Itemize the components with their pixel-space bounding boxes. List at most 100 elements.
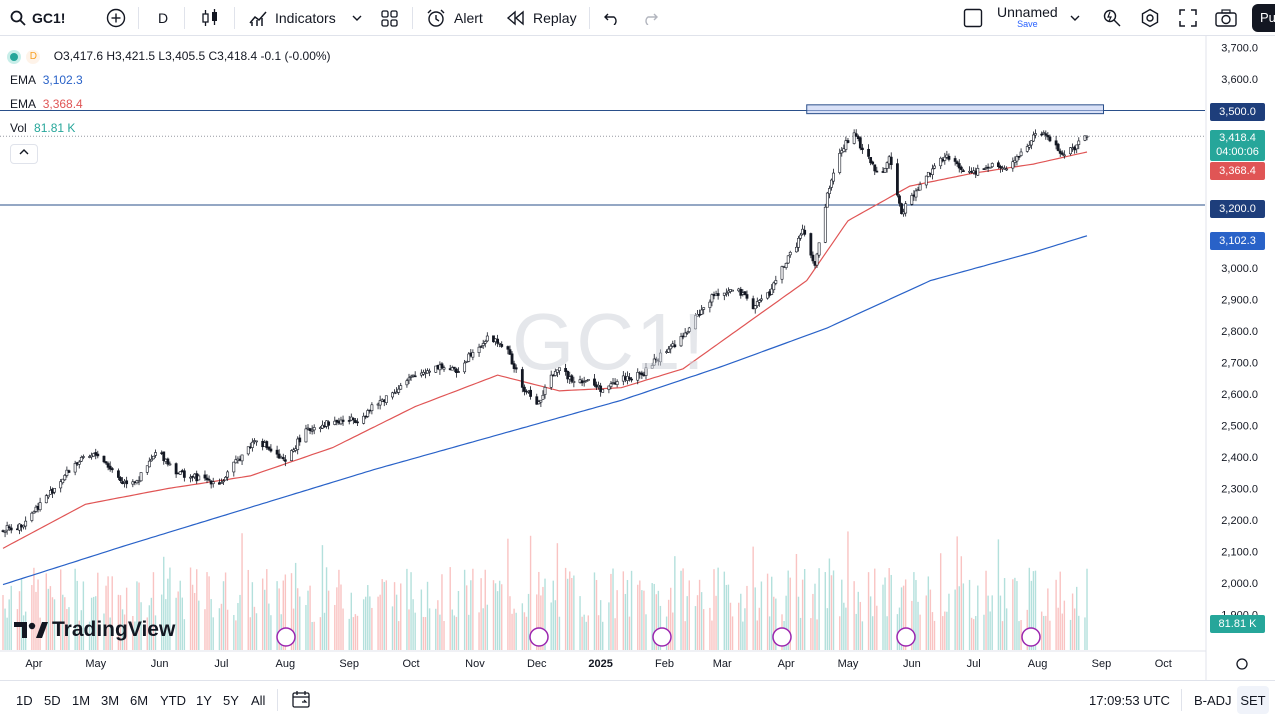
volume-bar — [684, 621, 686, 650]
x-tick-label: May — [838, 658, 859, 670]
candle-body — [267, 446, 271, 450]
volume-bar — [261, 578, 264, 650]
volume-bar — [857, 591, 859, 650]
undo-button[interactable] — [603, 0, 621, 36]
settings-button[interactable] — [1140, 0, 1160, 36]
session-toggle[interactable]: SET — [1237, 686, 1269, 714]
axis-settings-icon[interactable] — [1236, 658, 1248, 670]
volume-bar — [715, 595, 717, 650]
redo-button[interactable] — [641, 0, 659, 36]
adjustment-toggle[interactable]: B-ADJ — [1194, 692, 1232, 708]
volume-bar — [610, 573, 612, 650]
volume-bar — [1049, 620, 1051, 650]
range-1d-button[interactable]: 1D — [16, 692, 33, 708]
volume-bar — [193, 592, 196, 650]
volume-bar — [1069, 619, 1072, 650]
quick-search-button[interactable] — [1102, 0, 1122, 36]
volume-bar — [826, 608, 829, 650]
candle-body — [207, 478, 211, 481]
volume-bar — [991, 595, 993, 650]
candle-body — [947, 155, 951, 160]
volume-bar — [847, 531, 849, 650]
volume-bar — [1003, 578, 1006, 650]
candle-body — [182, 470, 186, 478]
volume-bar — [88, 621, 91, 650]
volume-bar — [241, 533, 243, 650]
candle-body — [867, 148, 870, 157]
candle-body — [844, 140, 848, 150]
ema-legend-2[interactable]: EMA 3,368.4 — [10, 97, 83, 111]
volume-bar — [558, 616, 561, 650]
volume-bar — [457, 590, 460, 650]
collapse-legend-button[interactable] — [10, 144, 38, 164]
interval-button[interactable]: D — [158, 0, 168, 36]
go-to-date-button[interactable] — [292, 681, 312, 719]
volume-bar — [191, 584, 194, 650]
candle-body — [397, 388, 401, 393]
candle-body — [1069, 147, 1072, 155]
volume-bar — [797, 596, 800, 650]
volume-bar — [540, 595, 542, 650]
volume-bar — [1005, 608, 1008, 650]
candle-body — [1017, 156, 1021, 158]
x-tick-label: Jun — [903, 658, 921, 670]
fullscreen-button[interactable] — [1179, 0, 1197, 36]
candle-body — [125, 480, 129, 485]
volume-bar — [898, 607, 901, 650]
ema-slow-price-label: 3,102.3 — [1210, 232, 1265, 250]
volume-bar — [385, 580, 388, 650]
candle-body — [454, 368, 458, 373]
volume-bar — [818, 568, 820, 650]
ema-legend-1[interactable]: EMA 3,102.3 — [10, 73, 83, 87]
price-chart[interactable]: 1,900.02,000.02,100.02,200.02,300.02,400… — [0, 36, 1275, 680]
publish-button[interactable]: Pu — [1252, 4, 1275, 32]
candle-body — [755, 301, 759, 307]
volume-bar — [1012, 579, 1014, 650]
timezone-clock[interactable]: 17:09:53 UTC — [1089, 692, 1170, 708]
replay-button[interactable]: Replay — [506, 0, 577, 36]
range-5y-button[interactable]: 5Y — [223, 692, 239, 708]
volume-bar — [309, 585, 311, 650]
tradingview-logo[interactable]: TradingView — [14, 618, 175, 642]
volume-bar — [20, 579, 23, 650]
range-ytd-button[interactable]: YTD — [160, 692, 186, 708]
compare-button[interactable] — [106, 0, 126, 36]
volume-bar — [564, 567, 567, 650]
volume-bar — [1043, 615, 1045, 650]
volume-legend[interactable]: Vol 81.81 K — [10, 121, 75, 135]
volume-bar — [789, 577, 791, 650]
indicators-button[interactable]: Indicators — [248, 0, 336, 36]
interval-label: D — [158, 10, 169, 26]
range-3m-button[interactable]: 3M — [101, 692, 120, 708]
volume-bar — [1073, 608, 1076, 650]
range-5d-button[interactable]: 5D — [44, 692, 61, 708]
symbol-search[interactable]: GC1! — [10, 0, 65, 36]
candle-body — [683, 332, 687, 338]
range-all-button[interactable]: All — [251, 692, 266, 708]
indicator-templates-dropdown[interactable] — [352, 0, 362, 36]
candle-body — [283, 459, 287, 462]
layouts-button[interactable] — [380, 0, 399, 36]
candle-body — [378, 400, 382, 406]
candle-body — [145, 465, 149, 473]
candle-body — [1062, 154, 1066, 157]
volume-bar — [828, 558, 831, 650]
layout-menu[interactable]: Unnamed Save — [963, 0, 1080, 36]
volume-bar — [323, 612, 326, 650]
volume-bar — [1078, 615, 1080, 650]
volume-bar — [167, 578, 169, 650]
range-6m-button[interactable]: 6M — [130, 692, 149, 708]
candle-body — [351, 417, 355, 421]
volume-bar — [738, 602, 740, 650]
chart-type-button[interactable] — [200, 0, 220, 36]
candle-body — [197, 475, 201, 481]
candle-body — [955, 161, 959, 165]
range-1m-button[interactable]: 1M — [72, 692, 91, 708]
volume-bar — [297, 588, 299, 650]
snapshot-button[interactable] — [1215, 0, 1237, 36]
volume-bar — [1014, 577, 1016, 650]
event-marker-icon — [276, 627, 296, 647]
range-1y-button[interactable]: 1Y — [196, 692, 212, 708]
volume-bar — [573, 575, 575, 650]
alert-button[interactable]: Alert — [426, 0, 483, 36]
